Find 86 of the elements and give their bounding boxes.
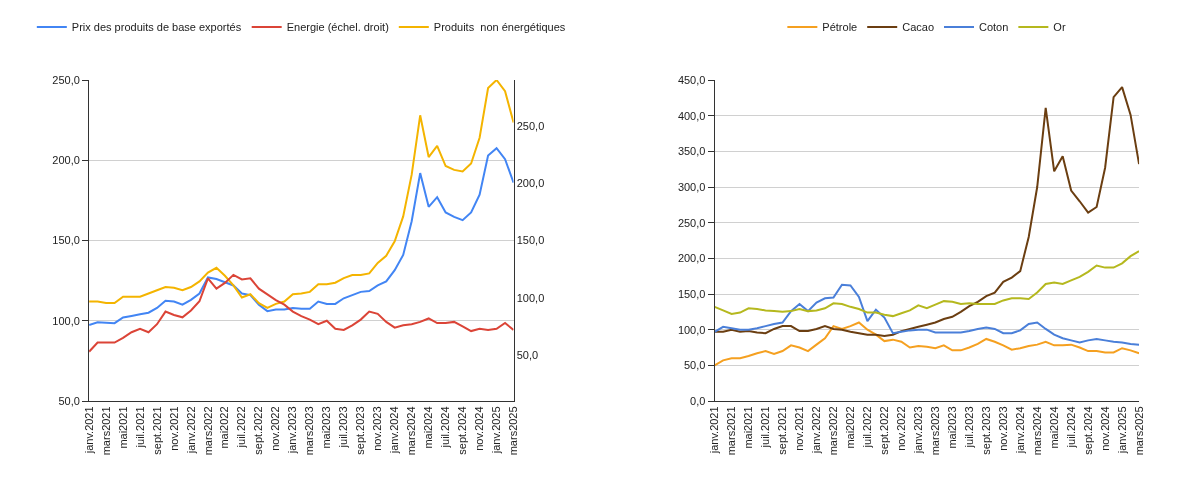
x-tick-label: janv.2024 bbox=[388, 406, 401, 455]
y-tick-label: 350,0 bbox=[677, 145, 706, 158]
y-tick-label: 300,0 bbox=[677, 180, 706, 193]
x-tick-label: mars2022 bbox=[827, 406, 840, 456]
y-tick-label: 150,0 bbox=[677, 287, 706, 300]
x-tick-label: nov.2023 bbox=[371, 406, 384, 451]
x-tick-label: mai2021 bbox=[742, 406, 755, 449]
x-tick-label: sept.2022 bbox=[252, 406, 265, 455]
legend-label: Pétrole bbox=[822, 21, 858, 34]
y-tick-label: 250,0 bbox=[677, 216, 706, 229]
x-tick-label: janv.2023 bbox=[286, 406, 299, 455]
x-tick-label: mars2024 bbox=[405, 406, 418, 456]
x-tick-label: mars2025 bbox=[507, 406, 520, 456]
x-tick-label: janv.2025 bbox=[490, 406, 503, 455]
x-tick-label: janv.2023 bbox=[911, 406, 924, 455]
x-tick-label: mai2023 bbox=[320, 406, 333, 449]
y-tick-label: 150,0 bbox=[52, 234, 80, 247]
y-tick-label: 50,0 bbox=[683, 359, 706, 372]
legend-label: Produits non énergétiques bbox=[433, 21, 566, 34]
y2-tick-label: 250,0 bbox=[516, 119, 545, 132]
line-series bbox=[89, 273, 514, 353]
y2-tick-label: 200,0 bbox=[516, 177, 545, 190]
x-tick-label: nov.2023 bbox=[996, 406, 1009, 451]
y-tick-label: 250,0 bbox=[52, 73, 80, 86]
x-tick-label: mars2024 bbox=[1030, 406, 1043, 456]
legend-label: Prix des produits de base exportés bbox=[71, 21, 242, 34]
line-series bbox=[714, 283, 1140, 346]
y2-tick-label: 100,0 bbox=[516, 291, 545, 304]
x-tick-label: nov.2024 bbox=[1098, 406, 1111, 451]
y-tick-label: 400,0 bbox=[677, 109, 706, 122]
line-series bbox=[714, 321, 1140, 367]
y2-tick-label: 150,0 bbox=[516, 234, 545, 247]
x-tick-label: mars2023 bbox=[928, 406, 941, 456]
x-tick-label: sept.2021 bbox=[150, 406, 163, 455]
line-series bbox=[89, 80, 514, 309]
x-tick-label: juil.2022 bbox=[235, 406, 248, 449]
x-tick-label: sept.2024 bbox=[456, 406, 469, 455]
x-tick-label: janv.2022 bbox=[810, 406, 823, 455]
x-tick-label: juil.2021 bbox=[133, 406, 146, 449]
x-tick-label: sept.2023 bbox=[979, 406, 992, 455]
x-tick-label: mai2024 bbox=[1047, 406, 1060, 449]
line-series bbox=[714, 250, 1140, 318]
x-tick-label: sept.2022 bbox=[877, 406, 890, 455]
legend-label: Cacao bbox=[902, 21, 934, 34]
x-tick-label: mai2022 bbox=[844, 406, 857, 449]
x-tick-label: nov.2021 bbox=[167, 406, 180, 451]
x-tick-label: sept.2023 bbox=[354, 406, 367, 455]
y2-tick-label: 50,0 bbox=[516, 348, 539, 361]
x-tick-label: sept.2021 bbox=[776, 406, 789, 455]
line-series bbox=[89, 147, 514, 326]
legend-label: Energie (échel. droit) bbox=[286, 21, 389, 34]
y-tick-label: 200,0 bbox=[677, 252, 706, 265]
x-tick-label: juil.2023 bbox=[962, 406, 975, 449]
legend-label: Or bbox=[1053, 21, 1066, 34]
y-tick-label: 100,0 bbox=[677, 323, 706, 336]
legend-label: Coton bbox=[979, 21, 1009, 34]
y-tick-label: 450,0 bbox=[677, 73, 706, 86]
x-tick-label: janv.2025 bbox=[1115, 406, 1128, 455]
x-tick-label: sept.2024 bbox=[1081, 406, 1094, 455]
x-tick-label: mai2024 bbox=[422, 406, 435, 449]
x-tick-label: janv.2021 bbox=[82, 406, 95, 455]
line-series bbox=[714, 86, 1140, 338]
x-tick-label: mars2022 bbox=[201, 406, 214, 456]
x-tick-label: janv.2022 bbox=[184, 406, 197, 455]
y-tick-label: 100,0 bbox=[52, 314, 80, 327]
y-tick-label: 0,0 bbox=[690, 394, 706, 407]
x-tick-label: nov.2022 bbox=[269, 406, 282, 451]
x-tick-label: nov.2022 bbox=[894, 406, 907, 451]
x-tick-label: mars2023 bbox=[303, 406, 316, 456]
x-tick-label: mai2022 bbox=[218, 406, 231, 449]
y-tick-label: 200,0 bbox=[52, 154, 80, 167]
x-tick-label: juil.2022 bbox=[861, 406, 873, 449]
x-tick-label: janv.2024 bbox=[1013, 406, 1026, 455]
x-tick-label: juil.2024 bbox=[439, 406, 452, 449]
x-tick-label: mars2021 bbox=[99, 406, 112, 456]
x-tick-label: mars2025 bbox=[1132, 406, 1145, 456]
x-tick-label: juil.2024 bbox=[1064, 406, 1077, 449]
y-tick-label: 50,0 bbox=[58, 394, 80, 407]
x-tick-label: mai2023 bbox=[945, 406, 958, 449]
x-tick-label: mars2021 bbox=[725, 406, 738, 456]
x-tick-label: mai2021 bbox=[116, 406, 129, 449]
x-tick-label: juil.2023 bbox=[337, 406, 350, 449]
x-tick-label: janv.2021 bbox=[708, 406, 721, 455]
x-tick-label: juil.2021 bbox=[759, 406, 772, 449]
x-tick-label: nov.2021 bbox=[793, 406, 806, 451]
x-tick-label: nov.2024 bbox=[473, 406, 486, 451]
